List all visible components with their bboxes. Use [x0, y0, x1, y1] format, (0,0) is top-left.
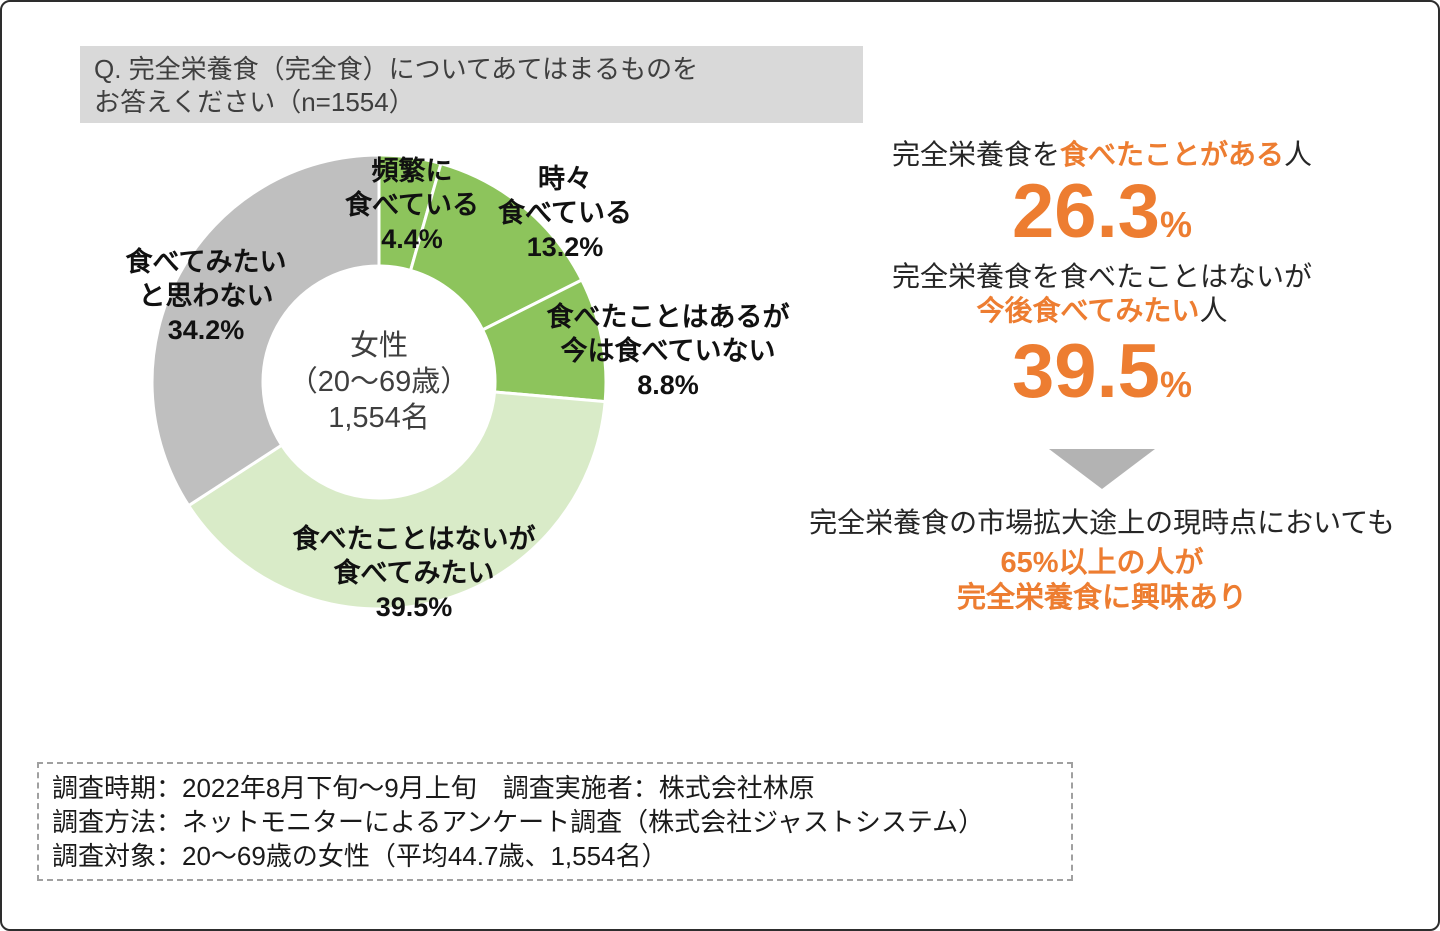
segment-label-value: 39.5% [375, 592, 453, 622]
stat1-number: 26.3 [1012, 169, 1160, 254]
segment-label-text: 食べている [345, 190, 479, 220]
segment-label-dont-want: 食べてみたい と思わない 34.2% [126, 245, 287, 347]
center-label-line2: （20～69歳） [288, 366, 470, 398]
segment-label-ate-before-not-now: 食べたことはあるが 今は食べていない 8.8% [547, 300, 790, 402]
donut-segment-4 [150, 153, 381, 508]
segment-label-never-but-want: 食べたことはないが 食べてみたい 39.5% [293, 522, 536, 624]
conclusion-line: 完全栄養食の市場拡大途上の現時点においても [809, 507, 1395, 538]
segment-label-text: 頻繁に [371, 156, 453, 186]
segment-label-value: 13.2% [526, 232, 604, 262]
stat1-value: 26.3% [1012, 172, 1192, 265]
donut-segment-3 [187, 390, 607, 611]
question-header: Q. 完全栄養食（完全食）についてあてはまるものを お答えください（n=1554… [80, 46, 863, 123]
conclusion-highlight1: 65%以上の人が [1000, 547, 1204, 579]
segment-label-text: 時々 [537, 164, 592, 194]
stat1-caption-post: 人 [1284, 139, 1313, 170]
survey-notes-box: 調査時期：2022年8月下旬～9月上旬 調査実施者：株式会社林原 調査方法：ネッ… [37, 762, 1073, 881]
center-label-line3: 1,554名 [328, 402, 430, 434]
stat2-unit: % [1159, 364, 1192, 405]
segment-label-text: 今は食べていない [560, 336, 776, 366]
segment-label-text: 食べたことはあるが [546, 302, 790, 332]
donut-center-label: 女性 （20～69歳） 1,554名 [149, 152, 609, 612]
stat1-unit: % [1159, 204, 1192, 245]
segment-label-frequently-eating: 頻繁に 食べている 4.4% [345, 154, 479, 256]
segment-label-text: 食べてみたい [125, 247, 287, 277]
stat1-caption: 完全栄養食を食べたことがある人 [892, 138, 1312, 172]
segment-label-text: 食べてみたい [333, 558, 495, 588]
donut-chart: 女性 （20～69歳） 1,554名 [149, 152, 609, 612]
center-label-line1: 女性 [349, 330, 408, 362]
stat1-caption-pre: 完全栄養食を [891, 139, 1060, 170]
stat2-value: 39.5% [1012, 332, 1192, 425]
segment-label-text: 食べている [498, 198, 632, 228]
donut-chart-svg [150, 153, 608, 611]
stat1-caption-highlight: 食べたことがある [1059, 139, 1285, 170]
stat2-number: 39.5 [1012, 329, 1160, 414]
stat2-caption-line1: 完全栄養食を食べたことはないが [891, 261, 1313, 292]
question-line2: お答えください（n=1554） [94, 87, 415, 117]
stat2-caption-highlight: 今後食べてみたい [976, 295, 1200, 326]
segment-label-text: 食べたことはないが [292, 524, 536, 554]
survey-note-period: 調査時期：2022年8月下旬～9月上旬 調査実施者：株式会社林原 [52, 773, 815, 803]
segment-label-sometimes-eating: 時々 食べている 13.2% [498, 162, 632, 264]
segment-label-text: と思わない [138, 281, 274, 311]
down-arrow-icon [1049, 449, 1155, 489]
question-line1: Q. 完全栄養食（完全食）についてあてはまるものを [94, 54, 699, 84]
conclusion-highlight2: 完全栄養食に興味あり [956, 582, 1248, 614]
survey-note-method: 調査方法：ネットモニターによるアンケート調査（株式会社ジャストシステム） [52, 807, 985, 837]
stat2-caption-post: 人 [1199, 295, 1228, 326]
stat2-caption-line2: 今後食べてみたい人 [977, 294, 1228, 328]
segment-label-value: 34.2% [167, 315, 245, 345]
segment-label-value: 4.4% [381, 224, 443, 254]
survey-note-target: 調査対象：20～69歳の女性（平均44.7歳、1,554名） [52, 841, 668, 871]
segment-label-value: 8.8% [637, 370, 699, 400]
